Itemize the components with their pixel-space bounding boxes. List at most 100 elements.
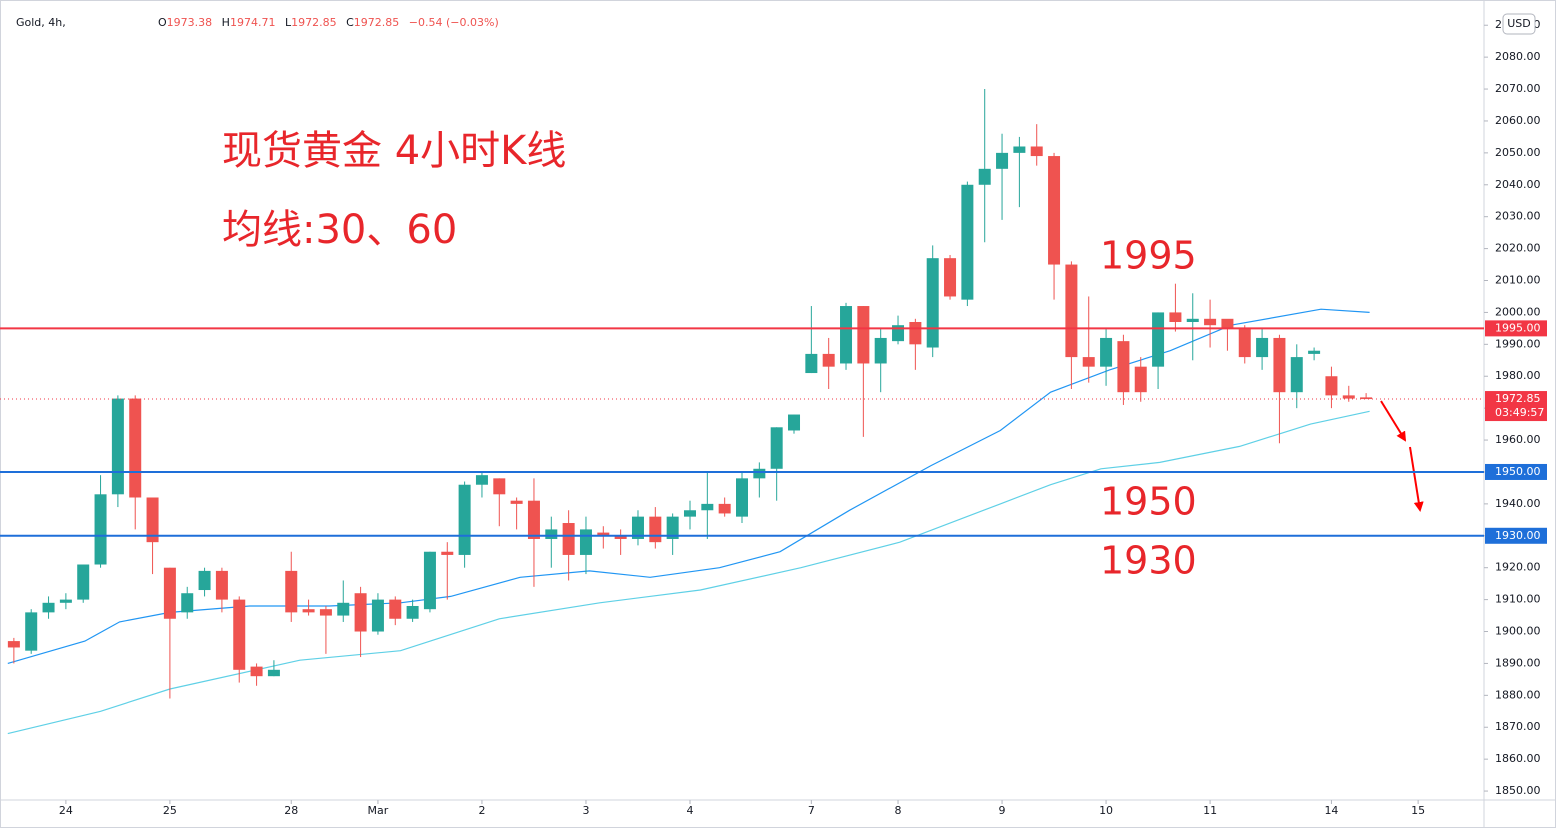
moving-average — [7, 308, 1370, 664]
currency-button[interactable] — [1502, 13, 1536, 35]
y-tick-label: 2080.00 — [1495, 50, 1541, 63]
candle-body — [614, 535, 627, 539]
x-tick-label: 4 — [686, 804, 693, 817]
candle-body — [1186, 318, 1199, 322]
y-tick-label: 1850.00 — [1495, 784, 1541, 797]
candle-body — [423, 551, 436, 610]
x-tick-label: 8 — [895, 804, 902, 817]
current-price-box — [1485, 391, 1547, 422]
candle-body — [475, 475, 488, 485]
candle-body — [857, 306, 870, 364]
y-tick-label: 1960.00 — [1495, 433, 1541, 446]
candle-body — [909, 321, 922, 345]
change: −0.54 (−0.03%) — [409, 16, 499, 29]
candle-body — [1134, 366, 1147, 393]
candle-body — [1342, 395, 1355, 399]
candle-body — [94, 494, 107, 565]
countdown: 03:49:57 — [1495, 406, 1544, 419]
arrow — [1409, 446, 1424, 512]
y-tick-label: 2060.00 — [1495, 114, 1541, 127]
candle-body — [146, 497, 159, 543]
candle-body — [1082, 357, 1095, 367]
candle-body — [458, 484, 471, 555]
candle-body — [59, 599, 72, 603]
candle-body — [510, 500, 523, 504]
candle-body — [493, 478, 506, 495]
x-tick-label: 11 — [1203, 804, 1217, 817]
candle-body — [371, 599, 384, 632]
candle-body — [337, 602, 350, 616]
candle-body — [319, 609, 332, 616]
ohlc-value: 1974.71 — [230, 16, 276, 29]
candle-body — [25, 612, 38, 651]
candle-body — [631, 516, 644, 539]
candle-body — [1273, 337, 1286, 393]
x-tick-label: 9 — [999, 804, 1006, 817]
candle-body — [1100, 337, 1113, 367]
candle-body — [77, 564, 90, 600]
candle-body — [215, 570, 228, 600]
x-tick-label: 14 — [1324, 804, 1338, 817]
currency: USD — [1507, 17, 1531, 30]
candle-body — [1360, 397, 1373, 400]
candle-body — [1308, 350, 1321, 354]
symbol: Gold, 4h, — [16, 16, 66, 29]
candle-body — [736, 478, 748, 517]
candle-body — [718, 503, 731, 514]
y-tick-label: 2070.00 — [1495, 82, 1541, 95]
candle-body — [701, 503, 714, 511]
candle-body — [840, 306, 853, 364]
candle-body — [1048, 156, 1061, 265]
ohlc-label: C — [346, 16, 354, 29]
ohlc-label: O — [158, 16, 167, 29]
y-tick-label: 2010.00 — [1495, 274, 1541, 287]
level-label-box — [1485, 320, 1547, 337]
level-label-box — [1485, 463, 1547, 480]
x-tick-label: 15 — [1411, 804, 1425, 817]
candle-body — [1290, 357, 1303, 393]
level-label-box — [1485, 527, 1547, 544]
candle-body — [683, 510, 696, 517]
level-label: 1950.00 — [1495, 465, 1541, 478]
candle-body — [562, 523, 575, 555]
candle-body — [1325, 376, 1338, 396]
candle-body — [285, 570, 298, 613]
candle-body — [649, 516, 662, 543]
x-tick-label: Mar — [368, 804, 389, 817]
candle-body — [181, 593, 194, 613]
candle-body — [1030, 146, 1043, 157]
candle-body — [805, 353, 818, 374]
y-tick-label: 1980.00 — [1495, 369, 1541, 382]
y-tick-label: 1940.00 — [1495, 497, 1541, 510]
annotation: 1995 — [1100, 234, 1197, 278]
y-tick-label: 1920.00 — [1495, 561, 1541, 574]
candle-body — [1256, 337, 1269, 358]
arrow — [1380, 400, 1407, 442]
candle-body — [996, 152, 1009, 169]
annotation: 1950 — [1100, 480, 1197, 524]
ohlc-label: H — [222, 16, 230, 29]
x-tick-label: 7 — [808, 804, 815, 817]
candle-body — [527, 500, 540, 539]
candle-body — [545, 529, 558, 539]
candle-body — [579, 529, 592, 555]
candle-body — [111, 398, 124, 495]
candle-body — [1238, 328, 1251, 358]
y-tick-label: 2040.00 — [1495, 178, 1541, 191]
candle-body — [354, 593, 367, 632]
candle-body — [961, 184, 974, 300]
candle-body — [42, 602, 55, 613]
ohlc-value: 1972.85 — [291, 16, 337, 29]
y-tick-label: 1870.00 — [1495, 720, 1541, 733]
level-label: 1995.00 — [1495, 321, 1541, 334]
y-tick-label: 1860.00 — [1495, 752, 1541, 765]
candle-body — [1117, 341, 1130, 393]
candle-body — [250, 666, 263, 677]
candle-body — [406, 605, 419, 619]
x-tick-label: 2 — [478, 804, 485, 817]
y-tick-label: 1880.00 — [1495, 688, 1541, 701]
candle-body — [302, 609, 315, 613]
candle-body — [1013, 146, 1026, 153]
candle-body — [1221, 318, 1234, 329]
